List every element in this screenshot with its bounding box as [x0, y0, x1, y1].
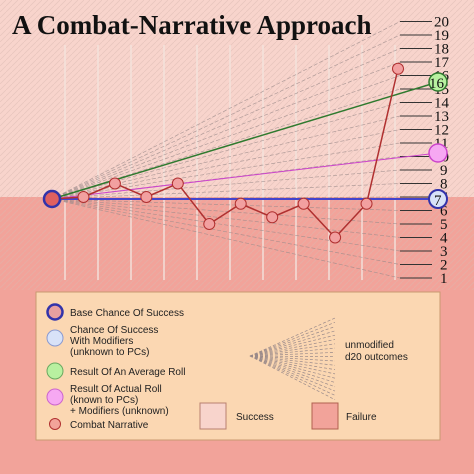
narrative-point: [171, 177, 184, 190]
scale-tick-label: 17: [434, 55, 450, 71]
legend-actual-label-1: Result Of Actual Roll: [70, 384, 162, 395]
legend-modified-label-3: (unknown to PCs): [70, 347, 149, 358]
scale-tick-label: 5: [440, 217, 448, 233]
scale-tick-label: 13: [434, 109, 449, 125]
outcome-line: [51, 198, 401, 265]
scale-tick-label: 8: [440, 177, 448, 193]
outcome-line: [51, 129, 401, 200]
legend-modified-label-2: With Modifiers: [70, 336, 133, 347]
scale-tick-label: 12: [434, 123, 449, 139]
outcome-line: [51, 169, 401, 200]
combat-narrative-line: [51, 62, 404, 244]
mini-fan-line: [249, 355, 336, 370]
mini-fan-line: [249, 347, 336, 357]
outcome-line: [51, 61, 401, 200]
mini-fan-line: [249, 321, 336, 357]
narrative-point: [234, 197, 247, 210]
outcome-line: [51, 156, 401, 200]
legend-modified-label-1: Chance Of Success: [70, 325, 158, 336]
scale-tick-label: 18: [434, 42, 449, 58]
legend-average-icon: [46, 362, 64, 380]
outcome-line: [51, 21, 401, 200]
legend-modified-icon: [46, 329, 64, 347]
scale-tick-label: 9: [440, 163, 448, 179]
narrative-point: [203, 218, 216, 230]
modified-chance-line: [51, 152, 439, 200]
legend-actual-label-3: + Modifiers (unknown): [70, 406, 169, 417]
mini-fan-line: [249, 317, 336, 357]
mini-fan-line: [249, 355, 336, 396]
legend-failure-label: Failure: [346, 412, 377, 423]
outcome-line: [51, 48, 401, 200]
outcome-line: [51, 75, 401, 200]
outcome-line: [51, 34, 401, 200]
narrative-point: [140, 191, 153, 203]
outcome-line: [51, 198, 401, 252]
mini-fan-line: [249, 355, 336, 362]
legend-unmodified-label-2: d20 outcomes: [345, 352, 408, 363]
legend-failure-swatch: [311, 402, 339, 430]
legend-success-swatch: [199, 402, 227, 430]
outcome-fan-lines: [51, 21, 401, 279]
scale-tick-label: 20: [434, 15, 449, 31]
mini-fan-line: [249, 355, 336, 366]
grid-lines: [64, 45, 396, 280]
narrative-point: [360, 197, 373, 210]
legend: Base Chance Of Success Chance Of Success…: [35, 291, 441, 441]
narrative-point: [329, 231, 342, 244]
scale-tick-label: 3: [440, 244, 448, 260]
legend-fan-icon: [249, 317, 336, 401]
legend-narrative-icon: [49, 418, 61, 430]
legend-base-icon: [46, 303, 64, 321]
scale-tick-label: 1: [440, 271, 448, 287]
legend-success-label: Success: [236, 412, 274, 423]
modified-chance-marker: [428, 143, 448, 163]
outcome-line: [51, 183, 401, 200]
base-chance-marker-label: 7: [434, 193, 442, 209]
mini-fan-line: [249, 355, 336, 358]
outcome-line: [51, 142, 401, 200]
legend-base-label: Base Chance Of Success: [70, 308, 184, 319]
mini-fan-line: [249, 355, 336, 392]
outcome-line: [51, 198, 401, 279]
mini-fan-line: [249, 352, 336, 357]
scale-tick-label: 4: [440, 231, 448, 247]
base-chance-start-marker: [42, 189, 62, 209]
scale-tick-label: 6: [440, 204, 448, 220]
mini-fan-line: [249, 355, 336, 401]
legend-actual-icon: [46, 388, 64, 406]
mini-fan-line: [249, 355, 336, 388]
narrative-point: [297, 197, 310, 210]
legend-narrative-label: Combat Narrative: [70, 420, 149, 431]
scale-tick-label: 19: [434, 28, 449, 44]
hatch-overlay: [0, 0, 474, 290]
scale-tick-label: 14: [434, 96, 450, 112]
legend-unmodified-label-1: unmodified: [345, 340, 394, 351]
legend-box: [35, 291, 441, 441]
narrative-point: [266, 211, 279, 224]
mini-fan-line: [249, 334, 336, 357]
mini-fan-line: [249, 339, 336, 357]
average-roll-marker: [428, 72, 448, 92]
legend-actual-label-2: (known to PCs): [70, 395, 138, 406]
outcome-line: [51, 198, 401, 211]
legend-average-label: Result Of An Average Roll: [70, 367, 185, 378]
narrative-point: [392, 62, 404, 75]
mini-fan-line: [249, 343, 336, 357]
average-roll-marker-label: 16: [429, 76, 445, 92]
narrative-point: [77, 191, 90, 203]
mini-fan-line: [249, 355, 336, 375]
outcome-line: [51, 198, 401, 225]
page-title: A Combat-Narrative Approach: [12, 10, 371, 40]
narrative-point: [108, 177, 121, 190]
base-chance-marker: [428, 189, 448, 209]
scale-tick-label: 2: [440, 258, 448, 274]
